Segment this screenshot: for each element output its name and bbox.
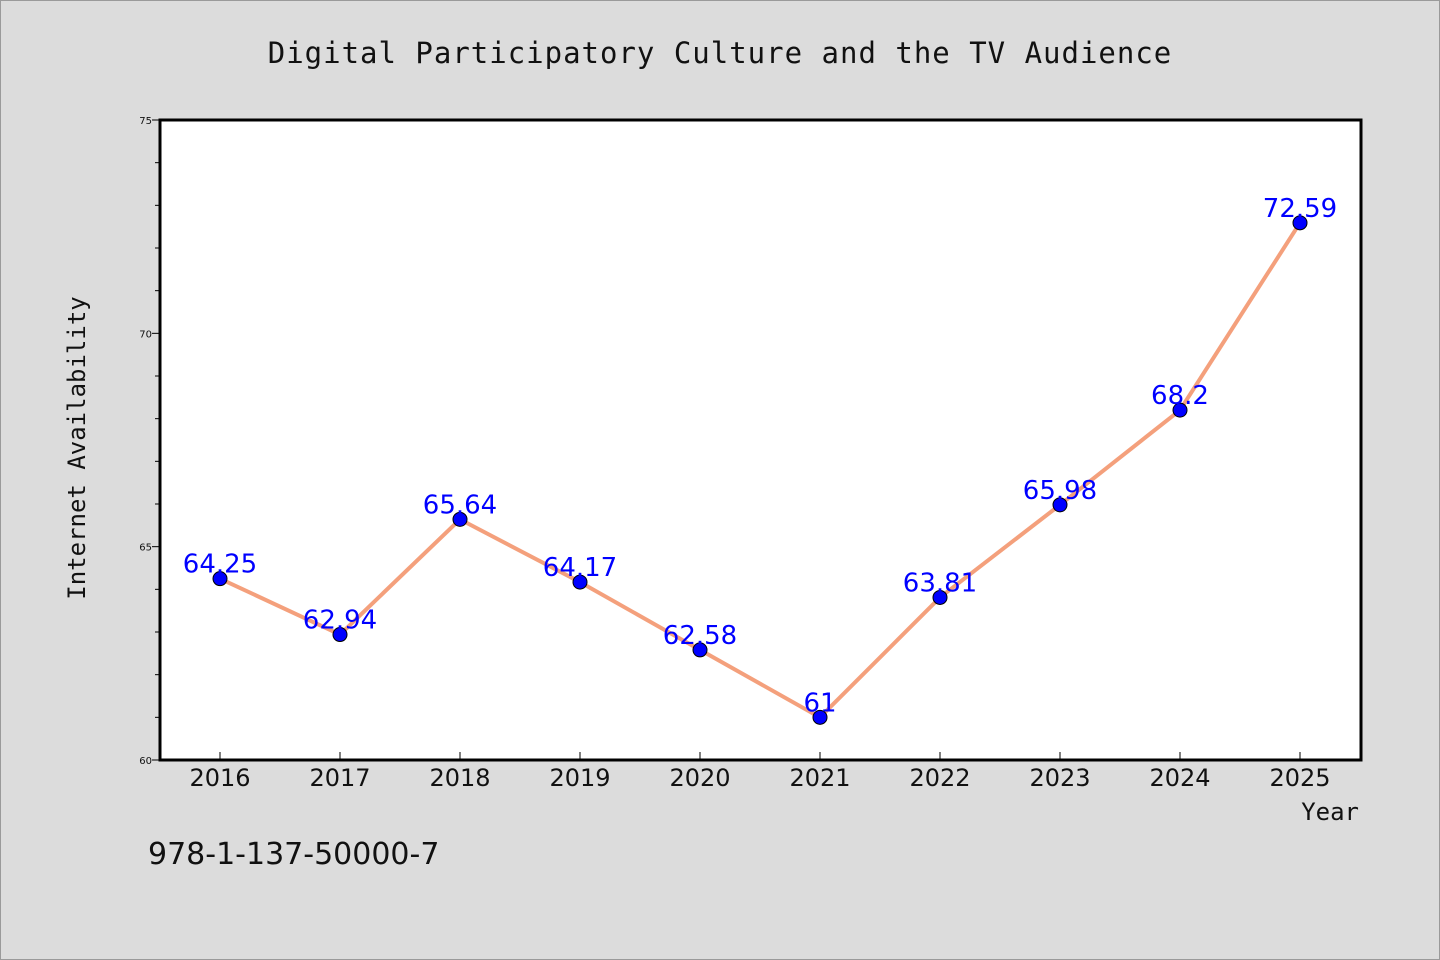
data-point — [692, 642, 708, 658]
x-tick-label: 2020 — [669, 764, 730, 792]
data-point — [932, 589, 948, 605]
data-point — [212, 571, 228, 587]
data-point — [812, 709, 828, 725]
data-point — [1172, 402, 1188, 418]
x-tick-label: 2017 — [309, 764, 370, 792]
x-tick-label: 2024 — [1149, 764, 1210, 792]
data-label: 64.17 — [543, 553, 617, 583]
x-tick-label: 2016 — [189, 764, 250, 792]
y-tick-label: 60 — [139, 756, 152, 767]
y-axis-ticks: 60 65 70 75 — [139, 116, 160, 767]
x-tick-label: 2023 — [1029, 764, 1090, 792]
x-tick-label: 2025 — [1269, 764, 1330, 792]
plot-area — [158, 118, 1363, 762]
x-tick-label: 2021 — [789, 764, 850, 792]
data-label: 64.25 — [183, 550, 257, 580]
data-point — [572, 574, 588, 590]
data-label: 65.98 — [1023, 476, 1097, 506]
y-tick-label: 65 — [139, 543, 152, 554]
data-label: 63.81 — [903, 568, 977, 598]
data-point — [332, 627, 348, 643]
data-label: 62.94 — [303, 606, 377, 636]
x-axis-ticks: 2016 2017 2018 2019 2020 2021 2022 2023 2024 2025 — [189, 752, 1331, 792]
x-tick-label: 2022 — [909, 764, 970, 792]
data-label: 72.59 — [1263, 194, 1337, 224]
isbn-label: 978-1-137-50000-7 — [148, 837, 439, 872]
y-tick-label: 70 — [139, 329, 152, 340]
data-label: 62.58 — [663, 621, 737, 651]
y-tick-label: 75 — [139, 116, 152, 127]
data-label: 61 — [803, 688, 836, 718]
data-label: 65.64 — [423, 490, 497, 520]
x-tick-label: 2018 — [429, 764, 490, 792]
data-point — [1052, 497, 1068, 513]
data-point — [452, 511, 468, 527]
series-line-group — [212, 215, 1308, 725]
x-tick-label: 2019 — [549, 764, 610, 792]
series-line — [219, 221, 1302, 720]
chart-title: Digital Participatory Culture and the TV… — [268, 36, 1173, 70]
x-axis-label: Year — [1301, 798, 1359, 826]
data-label: 68.2 — [1151, 381, 1209, 411]
data-labels: 64.25 62.94 65.64 64.17 62.58 61 63.81 65.98 68.… — [183, 194, 1337, 719]
y-axis-label: Internet Availability — [63, 296, 91, 599]
data-point — [1292, 215, 1308, 231]
